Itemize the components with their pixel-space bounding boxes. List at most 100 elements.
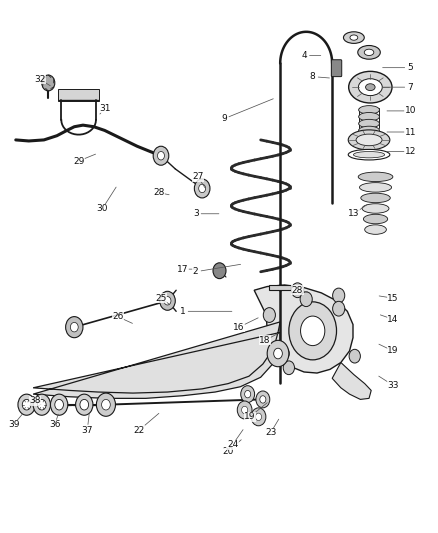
Circle shape	[283, 361, 294, 375]
Circle shape	[300, 316, 324, 345]
Circle shape	[273, 348, 282, 359]
Ellipse shape	[357, 45, 379, 59]
Circle shape	[288, 302, 336, 360]
Circle shape	[291, 283, 303, 297]
Ellipse shape	[55, 399, 64, 410]
Text: 2: 2	[192, 267, 198, 276]
Text: 24: 24	[226, 440, 237, 449]
Text: 22: 22	[134, 425, 145, 434]
Circle shape	[65, 317, 83, 338]
FancyBboxPatch shape	[331, 60, 341, 77]
Circle shape	[277, 346, 289, 360]
Ellipse shape	[358, 126, 378, 135]
Circle shape	[244, 391, 250, 398]
Ellipse shape	[358, 106, 378, 114]
Text: 1: 1	[180, 307, 185, 316]
Circle shape	[267, 341, 288, 367]
Circle shape	[101, 399, 110, 410]
Circle shape	[255, 413, 261, 421]
Circle shape	[194, 179, 209, 198]
Ellipse shape	[348, 71, 391, 103]
Ellipse shape	[360, 193, 389, 203]
Text: 29: 29	[73, 157, 84, 166]
Circle shape	[255, 391, 269, 408]
Circle shape	[251, 408, 265, 426]
Ellipse shape	[343, 32, 364, 43]
Text: 10: 10	[403, 107, 415, 116]
Text: 39: 39	[8, 420, 19, 429]
Text: 7: 7	[406, 83, 412, 92]
Ellipse shape	[355, 134, 381, 146]
Ellipse shape	[349, 35, 357, 40]
Ellipse shape	[363, 214, 387, 224]
Text: 13: 13	[347, 209, 359, 218]
Text: 20: 20	[222, 447, 233, 456]
Polygon shape	[254, 285, 352, 373]
Circle shape	[332, 301, 344, 316]
Ellipse shape	[365, 84, 374, 91]
Ellipse shape	[364, 225, 385, 235]
Circle shape	[237, 401, 251, 419]
Text: 8: 8	[309, 72, 315, 81]
Text: 3: 3	[192, 209, 198, 218]
Polygon shape	[58, 90, 99, 101]
Text: 12: 12	[403, 147, 415, 156]
Text: 23: 23	[265, 428, 276, 437]
Text: 9: 9	[220, 114, 226, 123]
Circle shape	[153, 146, 168, 165]
Ellipse shape	[359, 183, 391, 192]
Polygon shape	[332, 362, 371, 399]
Ellipse shape	[347, 149, 389, 160]
Ellipse shape	[357, 79, 381, 95]
Ellipse shape	[347, 130, 389, 150]
Text: 19: 19	[386, 346, 398, 356]
Text: 28: 28	[291, 286, 303, 295]
Ellipse shape	[22, 399, 31, 410]
Circle shape	[348, 349, 360, 363]
Ellipse shape	[358, 119, 378, 128]
Text: 17: 17	[177, 265, 188, 273]
Text: 5: 5	[406, 63, 412, 72]
Ellipse shape	[353, 151, 384, 158]
Ellipse shape	[18, 394, 35, 415]
Ellipse shape	[37, 399, 46, 410]
Circle shape	[300, 292, 311, 306]
Circle shape	[241, 406, 247, 414]
Circle shape	[159, 292, 175, 310]
Ellipse shape	[75, 394, 93, 415]
Ellipse shape	[357, 172, 392, 182]
Circle shape	[157, 151, 164, 160]
Text: 38: 38	[29, 397, 41, 406]
Text: 30: 30	[96, 204, 108, 213]
Text: 19: 19	[244, 413, 255, 421]
Ellipse shape	[33, 394, 50, 415]
Ellipse shape	[364, 49, 373, 55]
Ellipse shape	[50, 394, 67, 415]
Text: 4: 4	[300, 51, 306, 60]
Circle shape	[212, 263, 226, 279]
Text: 27: 27	[192, 172, 203, 181]
Text: 15: 15	[386, 294, 398, 303]
Text: 32: 32	[34, 75, 45, 84]
Ellipse shape	[361, 204, 388, 213]
Text: 11: 11	[403, 127, 415, 136]
Text: 16: 16	[233, 322, 244, 332]
Ellipse shape	[80, 399, 88, 410]
Circle shape	[240, 386, 254, 402]
Circle shape	[198, 184, 205, 192]
Circle shape	[164, 296, 170, 305]
Text: 37: 37	[81, 425, 93, 434]
Text: 36: 36	[49, 420, 60, 429]
Circle shape	[259, 395, 265, 403]
Text: 31: 31	[99, 104, 110, 113]
Circle shape	[263, 308, 275, 322]
Circle shape	[42, 75, 55, 91]
Text: 33: 33	[386, 381, 398, 390]
Text: 25: 25	[155, 294, 166, 303]
Circle shape	[70, 322, 78, 332]
Polygon shape	[269, 285, 291, 290]
Text: 26: 26	[112, 312, 123, 321]
Text: 28: 28	[153, 188, 164, 197]
Polygon shape	[33, 322, 279, 398]
Text: 18: 18	[259, 336, 270, 345]
